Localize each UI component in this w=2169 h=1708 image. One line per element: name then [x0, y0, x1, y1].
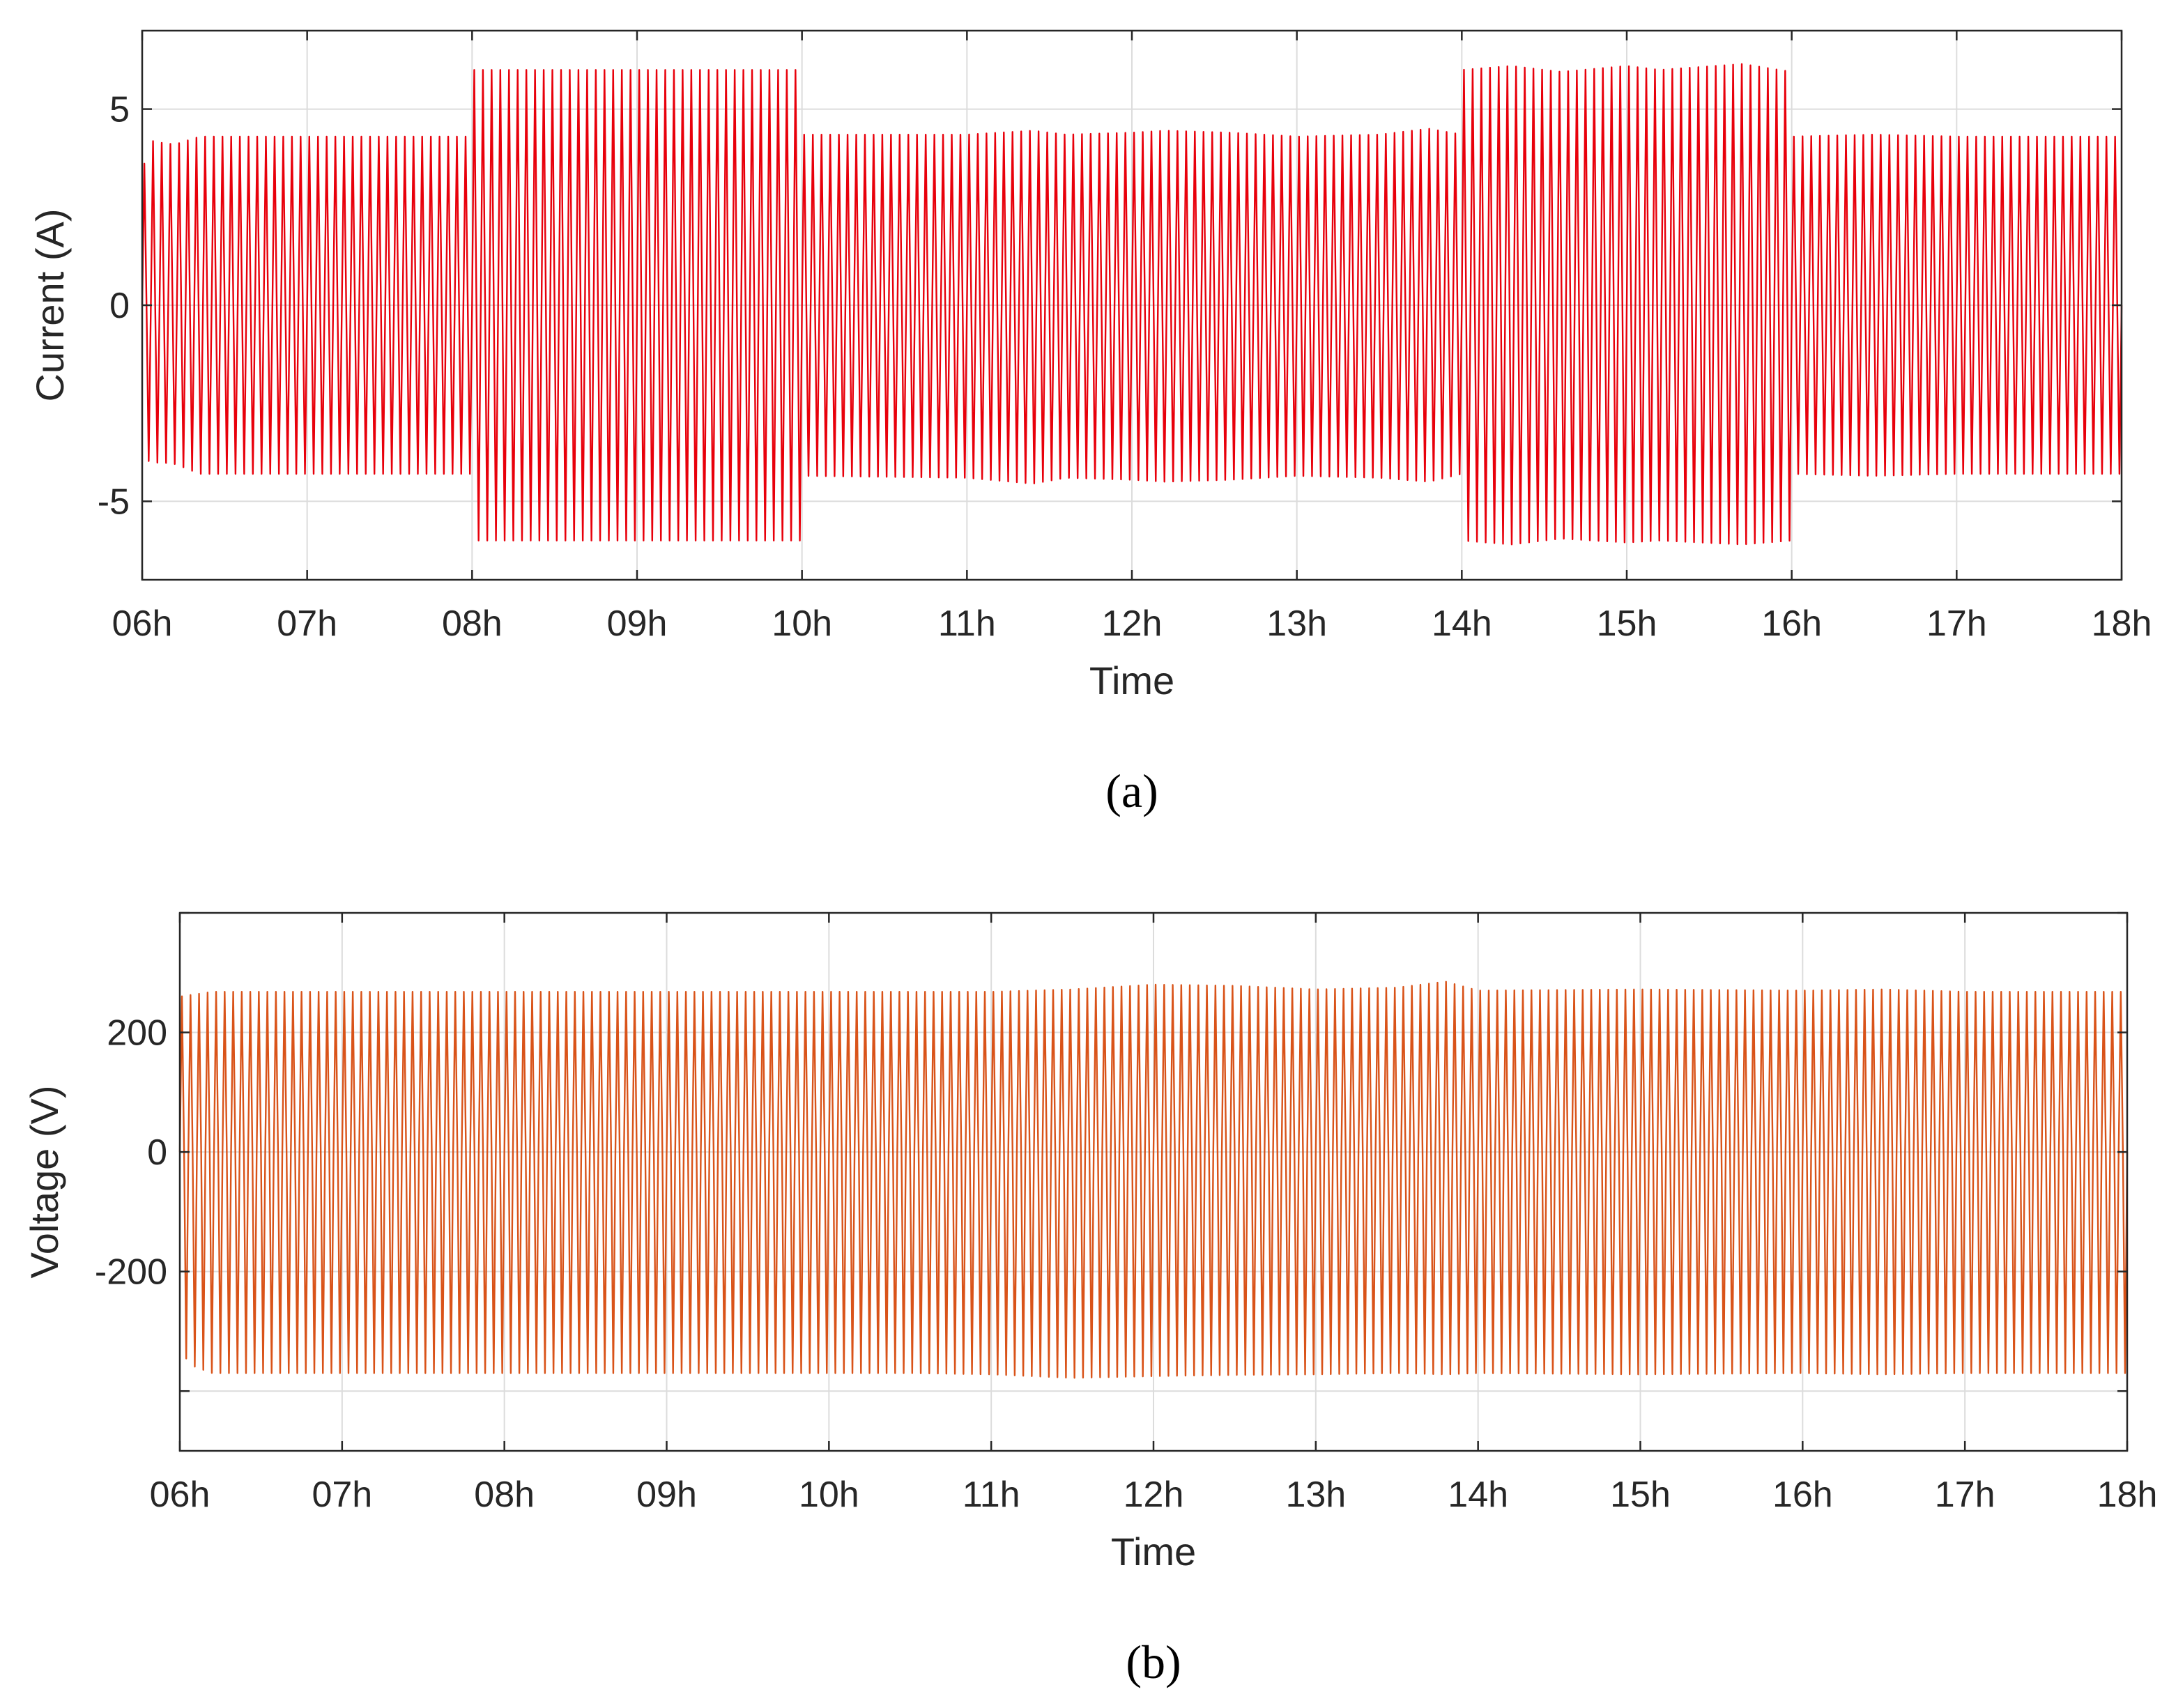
panel-b-caption: (b) [1126, 1636, 1181, 1688]
x-tick-label: 12h [1102, 603, 1163, 644]
signal-trace [141, 63, 2123, 546]
x-tick-label: 15h [1597, 603, 1657, 644]
x-tick-label: 18h [2092, 603, 2152, 644]
x-tick-label: 16h [1772, 1475, 1833, 1515]
x-tick-label: 06h [150, 1475, 210, 1515]
x-tick-label: 14h [1432, 603, 1492, 644]
voltage-y-axis-label: Voltage (V) [22, 1085, 66, 1278]
y-tick-label: 5 [109, 90, 130, 130]
y-tick-label: -200 [95, 1252, 167, 1293]
voltage-series [178, 980, 2129, 1379]
y-tick-label: 200 [107, 1013, 167, 1054]
signal-trace [178, 980, 2129, 1379]
voltage-chart: 06h 07h 08h 09h 10h 11h 12h 13h 14h 15h 16h 17h 18h -… [22, 911, 2158, 1688]
x-tick-label: 17h [1935, 1475, 1995, 1515]
x-tick-label: 08h [474, 1475, 535, 1515]
x-tick-label: 14h [1448, 1475, 1508, 1515]
x-tick-label: 16h [1761, 603, 1822, 644]
current-y-axis-label: Current (A) [28, 209, 72, 402]
x-tick-label: 07h [277, 603, 337, 644]
x-tick-label: 08h [442, 603, 503, 644]
current-series [141, 63, 2123, 546]
x-tick-label: 06h [112, 603, 173, 644]
x-tick-label: 09h [636, 1475, 697, 1515]
x-tick-label: 13h [1285, 1475, 1346, 1515]
current-axis-ticks: 06h 07h 08h 09h 10h 11h 12h 13h 14h 15h 16h 17h 18h -… [98, 31, 2152, 644]
x-tick-label: 07h [312, 1475, 372, 1515]
x-tick-label: 13h [1266, 603, 1327, 644]
x-tick-label: 10h [772, 603, 832, 644]
voltage-axis-ticks: 06h 07h 08h 09h 10h 11h 12h 13h 14h 15h 16h 17h 18h -… [95, 911, 2158, 1515]
y-tick-label: 0 [109, 286, 130, 326]
y-tick-label: 0 [147, 1132, 167, 1173]
x-tick-label: 12h [1124, 1475, 1184, 1515]
x-tick-label: 11h [963, 1475, 1020, 1515]
current-x-axis-label: Time [1089, 659, 1174, 702]
voltage-x-axis-label: Time [1111, 1530, 1196, 1574]
x-tick-label: 11h [938, 603, 996, 644]
x-tick-label: 17h [1926, 603, 1987, 644]
y-tick-label: -5 [98, 482, 130, 522]
panel-a-caption: (a) [1105, 764, 1158, 817]
x-tick-label: 18h [2097, 1475, 2158, 1515]
x-tick-label: 15h [1610, 1475, 1671, 1515]
current-chart: 06h 07h 08h 09h 10h 11h 12h 13h 14h 15h 16h 17h 18h -… [28, 29, 2152, 817]
x-tick-label: 10h [799, 1475, 859, 1515]
x-tick-label: 09h [607, 603, 668, 644]
